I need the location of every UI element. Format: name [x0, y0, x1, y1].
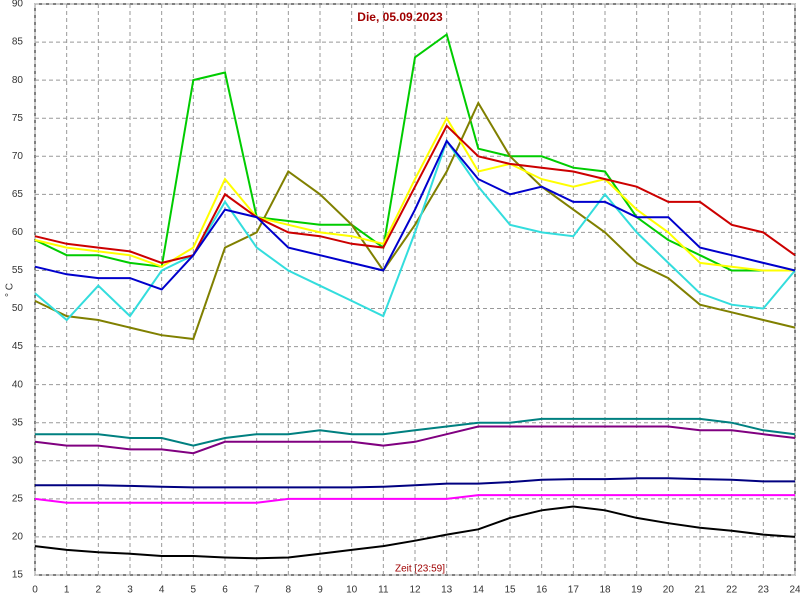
x-tick-label: 3	[127, 585, 133, 596]
y-axis-label: ° C	[5, 283, 16, 297]
x-tick-label: 8	[286, 585, 292, 596]
y-tick-label: 65	[12, 189, 24, 200]
x-tick-label: 23	[758, 585, 770, 596]
y-tick-label: 55	[12, 265, 24, 276]
y-tick-label: 70	[12, 151, 24, 162]
series-line	[34, 116, 795, 272]
y-tick-label: 90	[12, 0, 24, 10]
y-tick-label: 80	[12, 75, 24, 86]
x-tick-label: 9	[317, 585, 323, 596]
x-tick-label: 22	[726, 585, 738, 596]
y-tick-label: 30	[12, 455, 24, 466]
y-tick-label: 40	[12, 379, 24, 390]
x-tick-label: 5	[191, 585, 197, 596]
x-tick-label: 4	[159, 585, 165, 596]
x-tick-label: 16	[536, 585, 548, 596]
series-line	[34, 139, 796, 291]
x-axis-label: Zeit [23:59]	[395, 564, 445, 575]
x-tick-label: 18	[599, 585, 611, 596]
x-tick-label: 12	[409, 585, 421, 596]
y-tick-label: 25	[12, 494, 24, 505]
y-tick-label: 45	[12, 341, 24, 352]
y-tick-label: 20	[12, 532, 24, 543]
series-line	[34, 505, 796, 560]
x-tick-label: 15	[504, 585, 516, 596]
y-tick-label: 50	[12, 303, 24, 314]
y-tick-label: 15	[12, 570, 24, 581]
series-line	[34, 494, 795, 504]
x-tick-label: 13	[441, 585, 453, 596]
x-tick-label: 0	[32, 585, 38, 596]
chart-title: Die, 05.09.2023	[357, 10, 443, 24]
x-tick-label: 2	[96, 585, 102, 596]
x-tick-label: 6	[222, 585, 228, 596]
series-line	[34, 124, 796, 264]
series-line	[35, 417, 796, 447]
x-tick-label: 7	[254, 585, 260, 596]
x-tick-label: 20	[663, 585, 675, 596]
y-tick-label: 60	[12, 227, 24, 238]
series-line	[34, 138, 796, 322]
series-line	[34, 100, 796, 341]
x-tick-label: 19	[631, 585, 643, 596]
y-tick-label: 75	[12, 113, 24, 124]
x-tick-label: 17	[568, 585, 580, 596]
y-tick-label: 35	[12, 417, 24, 428]
x-tick-label: 10	[346, 585, 358, 596]
x-tick-label: 24	[789, 585, 800, 596]
x-tick-label: 11	[378, 585, 389, 596]
x-tick-label: 14	[473, 585, 485, 596]
series-line	[35, 477, 795, 489]
y-tick-label: 85	[12, 37, 24, 48]
series-line	[34, 425, 796, 455]
x-tick-label: 21	[694, 585, 706, 596]
x-tick-label: 1	[64, 585, 70, 596]
